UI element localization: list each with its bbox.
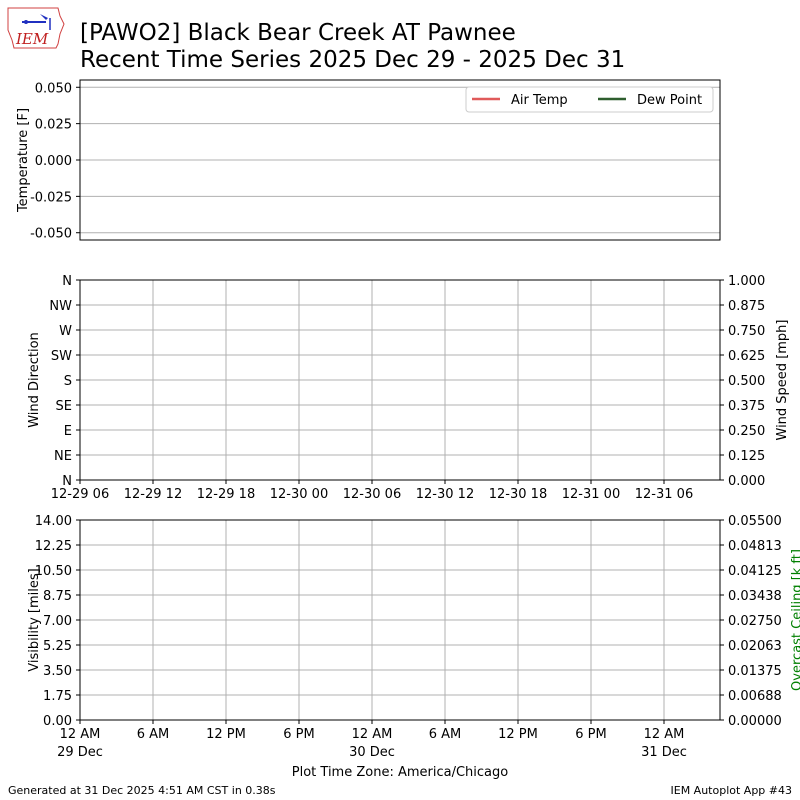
y-tick-label: 0.000	[35, 154, 72, 169]
y2-tick-label: 0.00688	[728, 689, 782, 704]
y-tick-label: 10.50	[35, 564, 72, 579]
y-tick-label: 0.050	[35, 81, 72, 96]
y-tick-label: 1.75	[43, 689, 72, 704]
y-axis-label: Visibility [miles]	[27, 568, 42, 671]
y2-tick-label: 0.375	[728, 399, 765, 414]
x-tick-label: 12 AM	[352, 727, 393, 742]
x-tick-date-label: 31 Dec	[641, 745, 687, 760]
y2-tick-label: 0.03438	[728, 589, 782, 604]
y2-tick-label: 0.04125	[728, 564, 782, 579]
y2-tick-label: 0.000	[728, 474, 765, 489]
x-tick-label: 12 AM	[644, 727, 685, 742]
x-tick-label: 6 PM	[575, 727, 606, 742]
y2-tick-label: 0.02063	[728, 639, 782, 654]
y2-tick-label: 0.05500	[728, 514, 782, 529]
y2-tick-label: 0.250	[728, 424, 765, 439]
x-tick-label: 12-31 00	[562, 487, 620, 502]
y-tick-label: S	[64, 374, 72, 389]
y2-tick-label: 0.875	[728, 299, 765, 314]
x-tick-date-label: 30 Dec	[349, 745, 395, 760]
y-tick-label: 0.00	[43, 714, 72, 729]
svg-text:IEM: IEM	[15, 30, 49, 48]
y-tick-label: E	[64, 424, 72, 439]
y2-tick-label: 0.125	[728, 449, 765, 464]
y2-axis-label: Overcast Ceiling [k ft]	[790, 549, 800, 691]
y-tick-label: 8.75	[43, 589, 72, 604]
x-tick-label: 12-31 06	[635, 487, 693, 502]
y-tick-label: SE	[56, 399, 72, 414]
x-tick-label: 12-29 18	[197, 487, 255, 502]
y-tick-label: 12.25	[35, 539, 72, 554]
y-axis-label: Temperature [F]	[16, 108, 31, 213]
y2-tick-label: 0.625	[728, 349, 765, 364]
iem-logo: IEM	[7, 7, 65, 49]
y-tick-label: N	[62, 474, 72, 489]
y-tick-label: 5.25	[43, 639, 72, 654]
wind-panel-frame	[79, 279, 721, 481]
legend-box	[465, 86, 714, 113]
y2-axis-label: Wind Speed [mph]	[775, 320, 790, 441]
y-tick-label: SW	[51, 349, 72, 364]
x-tick-label: 12-30 06	[343, 487, 401, 502]
x-tick-label: 12 PM	[498, 727, 538, 742]
y2-tick-label: 0.750	[728, 324, 765, 339]
x-tick-label: 12-30 00	[270, 487, 328, 502]
x-tick-date-label: 29 Dec	[57, 745, 103, 760]
y-tick-label: 0.025	[35, 118, 72, 133]
y2-tick-label: 0.500	[728, 374, 765, 389]
y-tick-label: 14.00	[35, 514, 72, 529]
y-tick-label: W	[59, 324, 72, 339]
y-tick-label: N	[62, 274, 72, 289]
x-tick-label: 12 PM	[206, 727, 246, 742]
legend: Air Temp Dew Point	[465, 86, 714, 113]
x-tick-label: 12-29 12	[124, 487, 182, 502]
x-tick-label: 12-30 12	[416, 487, 474, 502]
y2-tick-label: 0.02750	[728, 614, 782, 629]
x-tick-label: 12-29 06	[51, 487, 109, 502]
x-tick-label: 6 AM	[429, 727, 462, 742]
x-axis-label: Plot Time Zone: America/Chicago	[292, 765, 508, 780]
x-tick-label: 12-30 18	[489, 487, 547, 502]
y2-tick-label: 0.01375	[728, 664, 782, 679]
chart-title-line1: [PAWO2] Black Bear Creek AT Pawnee	[80, 20, 516, 46]
temperature-panel-frame	[79, 79, 721, 241]
legend-label: Dew Point	[637, 93, 702, 108]
y-axis-label: Wind Direction	[27, 332, 42, 428]
legend-label: Air Temp	[511, 93, 568, 108]
y2-tick-label: 0.04813	[728, 539, 782, 554]
x-tick-label: 6 AM	[137, 727, 170, 742]
y-tick-label: NE	[54, 449, 72, 464]
y2-tick-label: 0.00000	[728, 714, 782, 729]
y-tick-label: -0.025	[30, 190, 72, 205]
y2-tick-label: 1.000	[728, 274, 765, 289]
chart-title-line2: Recent Time Series 2025 Dec 29 - 2025 De…	[80, 47, 625, 73]
x-tick-label: 6 PM	[283, 727, 314, 742]
y-tick-label: 7.00	[43, 614, 72, 629]
y-tick-label: -0.050	[30, 227, 72, 242]
x-tick-label: 12 AM	[60, 727, 101, 742]
y-tick-label: NW	[49, 299, 72, 314]
footer-generated: Generated at 31 Dec 2025 4:51 AM CST in …	[8, 784, 276, 797]
visibility-panel-frame	[79, 519, 721, 721]
y-tick-label: 3.50	[43, 664, 72, 679]
footer-app: IEM Autoplot App #43	[671, 784, 793, 797]
